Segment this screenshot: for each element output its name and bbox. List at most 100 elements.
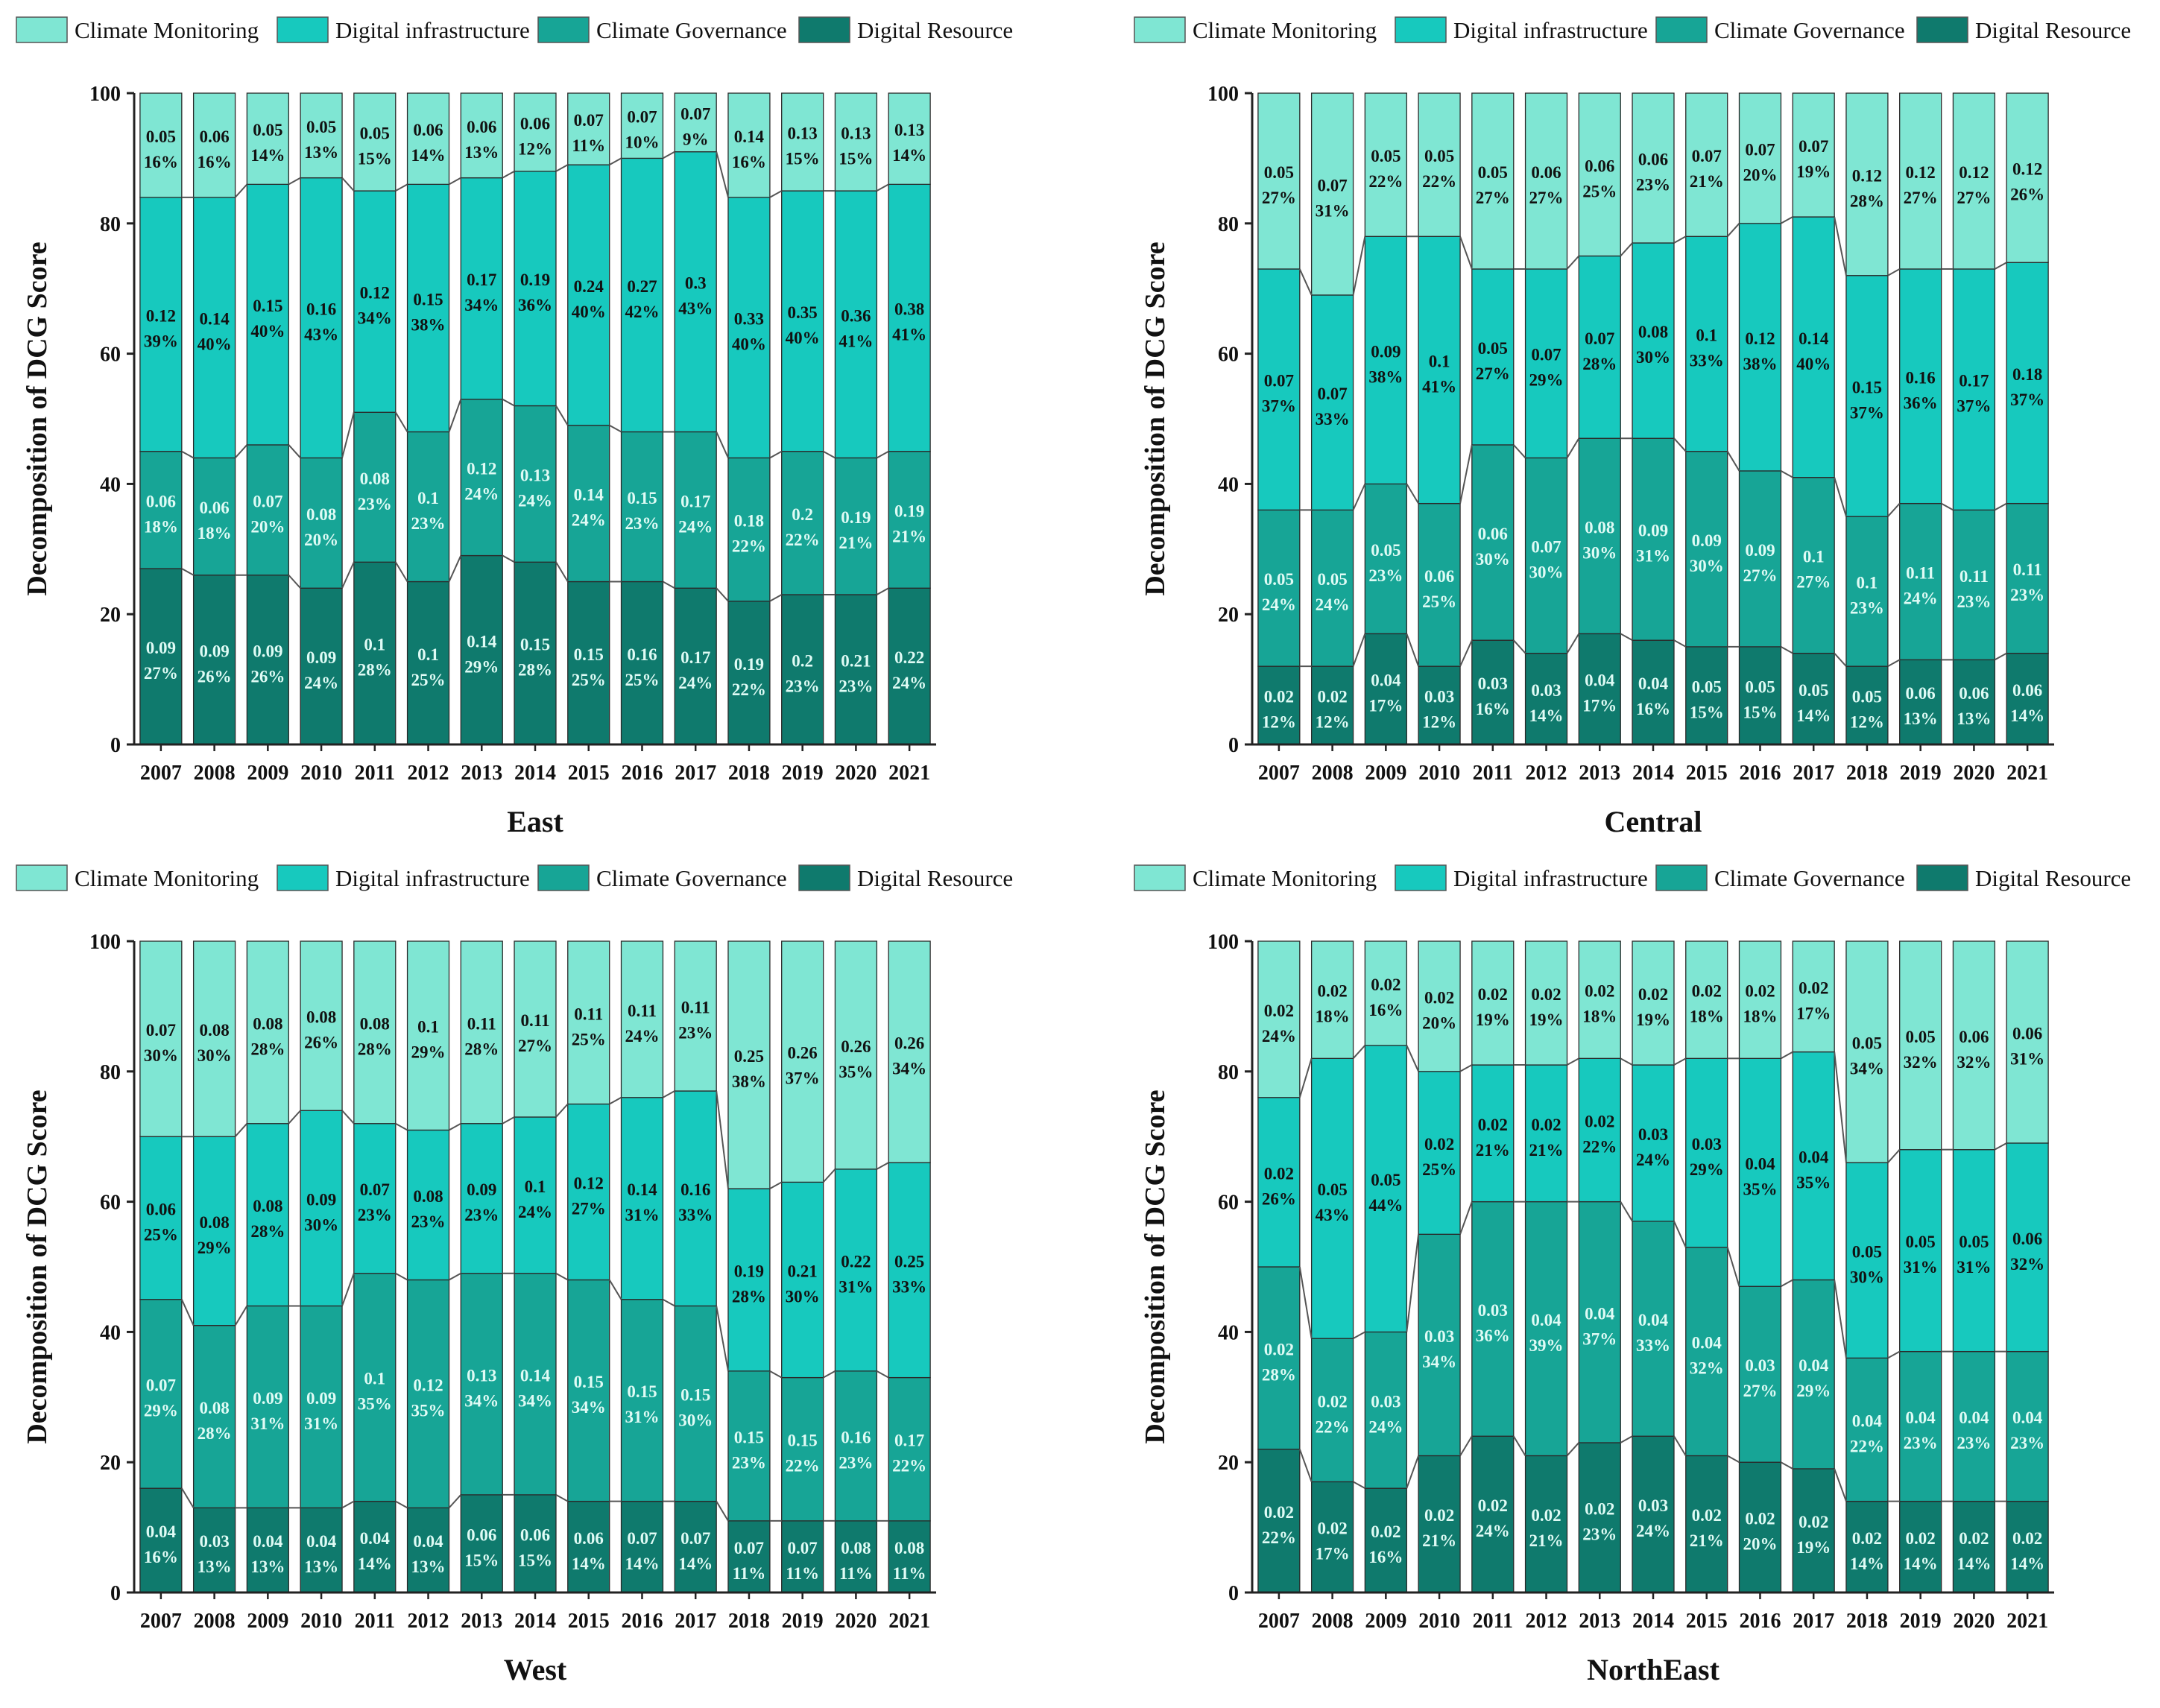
percent-label: 31% [1316, 201, 1350, 220]
x-tick-label: 2021 [2006, 762, 2048, 785]
percent-label: 21% [1690, 172, 1724, 191]
connector-line [1459, 444, 1473, 504]
score-label: 0.07 [360, 1180, 390, 1199]
score-label: 0.06 [2012, 1230, 2042, 1248]
bar-climate-monitoring-2011 [353, 940, 397, 1125]
bar-digital-resource-2007 [1257, 1449, 1301, 1593]
score-label: 0.08 [199, 1021, 229, 1040]
percent-label: 22% [732, 680, 766, 699]
score-label: 0.25 [734, 1047, 764, 1066]
score-label: 0.1 [1429, 352, 1450, 370]
percent-label: 38% [732, 1072, 766, 1091]
bar-climate-monitoring-2018 [1845, 92, 1889, 276]
connector-line [181, 450, 195, 459]
score-label: 0.17 [467, 271, 496, 289]
connector-line [234, 1305, 248, 1326]
score-label: 0.04 [253, 1532, 283, 1551]
x-tick-label: 2013 [461, 1610, 502, 1633]
percent-label: 28% [464, 1040, 499, 1058]
x-tick-label: 2018 [1846, 1610, 1888, 1633]
x-tick-label: 2011 [1473, 762, 1513, 785]
bar-digital-infrastructure-2021 [888, 1162, 931, 1379]
percent-label: 27% [1796, 573, 1831, 592]
percent-label: 18% [198, 524, 232, 543]
bar-climate-monitoring-2009 [246, 92, 289, 186]
connector-line [1459, 1435, 1473, 1456]
percent-label: 24% [1262, 1027, 1296, 1046]
score-label: 0.11 [1960, 567, 1989, 586]
bar-digital-infrastructure-2019 [1899, 1149, 1942, 1353]
score-label: 0.04 [306, 1532, 337, 1551]
percent-label: 40% [198, 335, 232, 354]
percent-label: 21% [1529, 1141, 1564, 1160]
percent-label: 40% [1796, 355, 1831, 373]
bar-climate-monitoring-2015 [1685, 940, 1728, 1059]
bar-climate-monitoring-2010 [300, 92, 343, 179]
x-tick-label: 2010 [300, 1610, 342, 1633]
percent-label: 24% [1262, 595, 1296, 614]
bar-digital-infrastructure-2012 [406, 183, 450, 433]
connector-line [1673, 437, 1687, 452]
percent-label: 31% [625, 1206, 659, 1224]
bar-digital-infrastructure-2016 [1738, 223, 1782, 472]
connector-line [769, 450, 783, 459]
connector-line [1459, 1064, 1473, 1072]
y-tick-label: 20 [1218, 604, 1239, 627]
score-label: 0.21 [841, 651, 871, 670]
x-tick-label: 2016 [621, 762, 663, 785]
connector-line [1352, 633, 1366, 667]
bar-digital-resource-2011 [353, 561, 397, 745]
bar-digital-infrastructure-2009 [1364, 235, 1407, 485]
connector-line [394, 561, 408, 583]
percent-label: 26% [2010, 186, 2044, 204]
score-label: 0.07 [1745, 140, 1775, 159]
legend-label-digital-resource: Digital Resource [857, 17, 1013, 43]
bar-climate-monitoring-2012 [1524, 940, 1568, 1066]
score-label: 0.06 [146, 492, 176, 510]
legend: Climate Monitoring Digital infrastructure… [16, 16, 1013, 43]
y-tick-label: 80 [1218, 1061, 1239, 1084]
score-label: 0.06 [1585, 156, 1614, 175]
percent-label: 27% [518, 1037, 552, 1055]
legend-swatch-digital-resource [798, 16, 850, 43]
chart-east: Climate Monitoring Digital infrastructure… [16, 16, 1013, 838]
bar-climate-governance-2012 [1524, 457, 1568, 654]
percent-label: 23% [1582, 1525, 1617, 1543]
score-label: 0.03 [1424, 1327, 1454, 1346]
score-label: 0.08 [253, 1014, 282, 1033]
percent-label: 33% [1690, 351, 1724, 370]
connector-line [1994, 1142, 2007, 1151]
bars: 0.09 27% 0.06 18% 0.12 39% 0.05 16% 0.09 26% 0.06 1… [139, 92, 931, 745]
connector-line [395, 183, 408, 192]
score-label: 0.05 [306, 118, 336, 136]
bar-digital-infrastructure-2021 [2006, 262, 2049, 505]
connector-line [1780, 1051, 1793, 1060]
score-label: 0.03 [1692, 1135, 1722, 1154]
score-label: 0.11 [574, 1005, 603, 1023]
connector-line [1994, 502, 2007, 511]
percent-label: 24% [678, 674, 713, 692]
score-label: 0.1 [417, 645, 439, 664]
percent-label: 27% [1743, 566, 1777, 585]
percent-label: 36% [518, 296, 552, 314]
percent-label: 33% [1636, 1336, 1670, 1355]
score-label: 0.08 [360, 1014, 390, 1033]
score-label: 0.02 [1317, 688, 1347, 706]
score-label: 0.08 [199, 1213, 229, 1232]
connector-line [1406, 1455, 1420, 1489]
percent-label: 23% [1636, 176, 1670, 194]
bar-climate-monitoring-2012 [406, 940, 450, 1131]
score-label: 0.13 [788, 124, 818, 143]
score-label: 0.09 [306, 1389, 336, 1408]
legend-swatch-digital-infrastructure [277, 864, 329, 891]
y-tick-label: 20 [100, 604, 121, 627]
legend-swatch-digital-infrastructure [1395, 16, 1447, 43]
bar-climate-monitoring-2020 [834, 940, 878, 1170]
score-label: 0.02 [1745, 1510, 1775, 1528]
percent-label: 23% [358, 1206, 392, 1224]
connector-line [1459, 1201, 1473, 1235]
score-label: 0.12 [1745, 329, 1775, 348]
bar-digital-resource-2016 [620, 581, 664, 745]
y-axis-label: Decomposition of DCG Score [22, 1089, 53, 1443]
x-tick-label: 2008 [1312, 762, 1354, 785]
